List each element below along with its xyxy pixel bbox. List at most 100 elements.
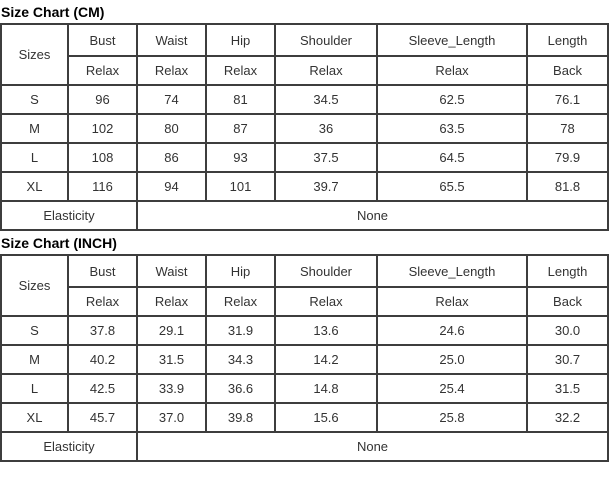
measurement-cell: 78	[526, 113, 609, 144]
measurement-cell: 14.2	[274, 344, 378, 375]
size-row-s: S 37.8 29.1 31.9 13.6 24.6 30.0	[0, 315, 609, 346]
column-header-length: Length	[526, 23, 609, 57]
measurement-cell: 116	[67, 171, 138, 202]
column-header-waist: Waist	[136, 254, 207, 288]
size-chart-cm-title: Size Chart (CM)	[1, 4, 105, 20]
measurement-cell: 25.4	[376, 373, 528, 404]
measurement-cell: 34.5	[274, 84, 378, 115]
fit-header-shoulder: Relax	[274, 55, 378, 86]
measurement-cell: 32.2	[526, 402, 609, 433]
column-header-length: Length	[526, 254, 609, 288]
column-header-shoulder: Shoulder	[274, 23, 378, 57]
measurement-cell: 96	[67, 84, 138, 115]
fit-header-waist: Relax	[136, 286, 207, 317]
measurement-cell: 39.7	[274, 171, 378, 202]
header-row-measurements: Sizes Bust Waist Hip Shoulder Sleeve_Len…	[0, 254, 609, 317]
measurement-cell: 34.3	[205, 344, 276, 375]
fit-header-bust: Relax	[67, 55, 138, 86]
measurement-cell: 79.9	[526, 142, 609, 173]
measurement-cell: 39.8	[205, 402, 276, 433]
measurement-cell: 37.0	[136, 402, 207, 433]
size-label: XL	[0, 171, 69, 202]
measurement-cell: 29.1	[136, 315, 207, 346]
measurement-cell: 31.5	[136, 344, 207, 375]
header-row-fit: Relax Relax Relax Relax Relax Back	[1, 286, 609, 317]
measurement-cell: 45.7	[67, 402, 138, 433]
header-row-measurements: Sizes Bust Waist Hip Shoulder Sleeve_Len…	[0, 23, 609, 86]
measurement-cell: 42.5	[67, 373, 138, 404]
measurement-cell: 76.1	[526, 84, 609, 115]
size-label: L	[0, 373, 69, 404]
column-header-bust: Bust	[67, 254, 138, 288]
measurement-cell: 62.5	[376, 84, 528, 115]
size-label: L	[0, 142, 69, 173]
size-label: M	[0, 344, 69, 375]
measurement-cell: 30.0	[526, 315, 609, 346]
fit-header-shoulder: Relax	[274, 286, 378, 317]
elasticity-label: Elasticity	[0, 200, 138, 231]
size-row-m: M 40.2 31.5 34.3 14.2 25.0 30.7	[0, 344, 609, 375]
size-row-l: L 42.5 33.9 36.6 14.8 25.4 31.5	[0, 373, 609, 404]
measurement-cell: 30.7	[526, 344, 609, 375]
measurement-cell: 81	[205, 84, 276, 115]
column-header-shoulder: Shoulder	[274, 254, 378, 288]
size-chart-cm-section: Size Chart (CM) Sizes Bust Waist Hip Sho…	[0, 4, 610, 231]
size-label: M	[0, 113, 69, 144]
fit-header-hip: Relax	[205, 286, 276, 317]
elasticity-row: Elasticity None	[0, 431, 609, 462]
fit-header-sleeve-length: Relax	[376, 286, 528, 317]
size-chart-inch-section: Size Chart (INCH) Sizes Bust Waist Hip S…	[0, 235, 610, 462]
corner-header-sizes: Sizes	[0, 254, 69, 317]
measurement-cell: 64.5	[376, 142, 528, 173]
measurement-cell: 65.5	[376, 171, 528, 202]
measurement-cell: 86	[136, 142, 207, 173]
measurement-cell: 102	[67, 113, 138, 144]
size-label: XL	[0, 402, 69, 433]
size-label: S	[0, 84, 69, 115]
fit-header-length: Back	[526, 55, 609, 86]
elasticity-label: Elasticity	[0, 431, 138, 462]
size-chart-cm-table: Sizes Bust Waist Hip Shoulder Sleeve_Len…	[0, 23, 609, 231]
measurement-cell: 93	[205, 142, 276, 173]
measurement-cell: 94	[136, 171, 207, 202]
size-row-l: L 108 86 93 37.5 64.5 79.9	[0, 142, 609, 173]
column-header-sleeve-length: Sleeve_Length	[376, 23, 528, 57]
fit-header-sleeve-length: Relax	[376, 55, 528, 86]
measurement-cell: 14.8	[274, 373, 378, 404]
column-header-hip: Hip	[205, 254, 276, 288]
column-header-bust: Bust	[67, 23, 138, 57]
fit-header-length: Back	[526, 286, 609, 317]
size-label: S	[0, 315, 69, 346]
size-row-xl: XL 45.7 37.0 39.8 15.6 25.8 32.2	[0, 402, 609, 433]
measurement-cell: 31.9	[205, 315, 276, 346]
measurement-cell: 25.0	[376, 344, 528, 375]
measurement-cell: 37.5	[274, 142, 378, 173]
fit-header-bust: Relax	[67, 286, 138, 317]
header-row-fit: Relax Relax Relax Relax Relax Back	[1, 55, 609, 86]
size-row-m: M 102 80 87 36 63.5 78	[0, 113, 609, 144]
measurement-cell: 36.6	[205, 373, 276, 404]
size-row-s: S 96 74 81 34.5 62.5 76.1	[0, 84, 609, 115]
elasticity-value: None	[136, 431, 609, 462]
corner-header-sizes: Sizes	[0, 23, 69, 86]
measurement-cell: 108	[67, 142, 138, 173]
fit-header-waist: Relax	[136, 55, 207, 86]
measurement-cell: 87	[205, 113, 276, 144]
measurement-cell: 63.5	[376, 113, 528, 144]
measurement-cell: 24.6	[376, 315, 528, 346]
column-header-sleeve-length: Sleeve_Length	[376, 254, 528, 288]
measurement-cell: 31.5	[526, 373, 609, 404]
size-chart-inch-title: Size Chart (INCH)	[1, 235, 117, 251]
fit-header-hip: Relax	[205, 55, 276, 86]
measurement-cell: 13.6	[274, 315, 378, 346]
measurement-cell: 80	[136, 113, 207, 144]
size-row-xl: XL 116 94 101 39.7 65.5 81.8	[0, 171, 609, 202]
measurement-cell: 74	[136, 84, 207, 115]
size-chart-inch-table: Sizes Bust Waist Hip Shoulder Sleeve_Len…	[0, 254, 609, 462]
measurement-cell: 81.8	[526, 171, 609, 202]
measurement-cell: 40.2	[67, 344, 138, 375]
measurement-cell: 25.8	[376, 402, 528, 433]
elasticity-row: Elasticity None	[0, 200, 609, 231]
measurement-cell: 37.8	[67, 315, 138, 346]
column-header-waist: Waist	[136, 23, 207, 57]
